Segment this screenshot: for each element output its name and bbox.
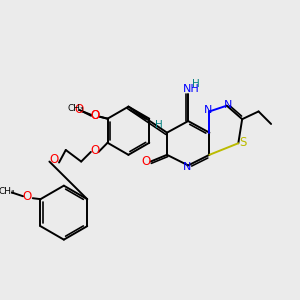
Text: NH: NH	[183, 84, 200, 94]
Text: H: H	[192, 80, 200, 89]
Text: O: O	[90, 109, 100, 122]
Text: O: O	[22, 190, 32, 203]
Text: N: N	[183, 162, 191, 172]
Text: N: N	[204, 106, 213, 116]
Text: S: S	[239, 136, 247, 149]
Text: O: O	[50, 153, 59, 166]
Text: CH₃: CH₃	[68, 103, 84, 112]
Text: N: N	[224, 100, 232, 110]
Text: O: O	[90, 143, 99, 157]
Text: O: O	[141, 155, 150, 168]
Text: O: O	[90, 109, 100, 122]
Text: CH₃: CH₃	[0, 187, 15, 196]
Text: H: H	[155, 120, 163, 130]
Text: O: O	[74, 103, 83, 116]
